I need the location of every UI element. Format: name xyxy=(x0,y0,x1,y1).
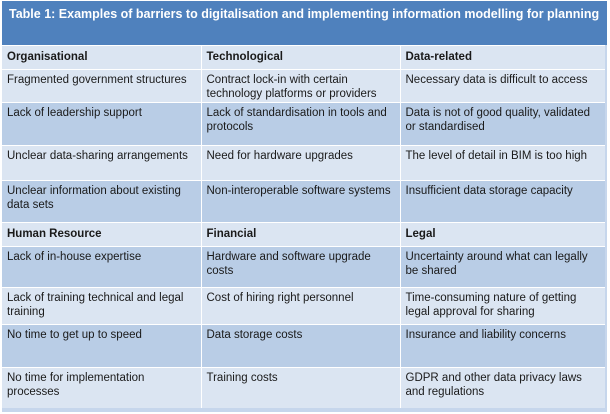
header-cell: Legal xyxy=(400,222,605,247)
table-cell: Unclear data-sharing arrangements xyxy=(2,145,202,181)
table-cell: Uncertainty around what can legally be s… xyxy=(400,246,605,288)
table-cell: Lack of in-house expertise xyxy=(2,246,202,288)
table-cell: GDPR and other data privacy laws and reg… xyxy=(400,367,605,408)
header-cell: Technological xyxy=(201,45,401,70)
header-cell: Financial xyxy=(201,222,401,247)
table-cell: Lack of leadership support xyxy=(2,102,202,146)
table-cell: Non-interoperable software systems xyxy=(201,180,401,223)
table-cell: Insufficient data storage capacity xyxy=(400,180,605,223)
table-cell: Need for hardware upgrades xyxy=(201,145,401,181)
section-header-row: Human Resource Financial Legal xyxy=(2,222,605,247)
table-row: No time for implementation processes Tra… xyxy=(2,367,605,408)
table-cell: Time-consuming nature of getting legal a… xyxy=(400,287,605,325)
table-cell: Lack of standardisation in tools and pro… xyxy=(201,102,401,146)
table-row: Fragmented government structures Contrac… xyxy=(2,69,605,103)
table-cell: Data is not of good quality, validated o… xyxy=(400,102,605,146)
table-row: Unclear data-sharing arrangements Need f… xyxy=(2,145,605,181)
table-row: Lack of in-house expertise Hardware and … xyxy=(2,246,605,288)
table-cell: Unclear information about existing data … xyxy=(2,180,202,223)
table-cell: Contract lock-in with certain technology… xyxy=(201,69,401,103)
table-cell: Necessary data is difficult to access xyxy=(400,69,605,103)
header-cell: Human Resource xyxy=(2,222,202,247)
barriers-table: Organisational Technological Data-relate… xyxy=(2,45,605,408)
table-cell: Data storage costs xyxy=(201,324,401,368)
table-row: Lack of leadership support Lack of stand… xyxy=(2,102,605,146)
table-row: No time to get up to speed Data storage … xyxy=(2,324,605,368)
header-cell: Organisational xyxy=(2,45,202,70)
table-cell: Fragmented government structures xyxy=(2,69,202,103)
table-cell: The level of detail in BIM is too high xyxy=(400,145,605,181)
table-title: Table 1: Examples of barriers to digital… xyxy=(2,1,607,45)
table-cell: No time for implementation processes xyxy=(2,367,202,408)
header-cell: Data-related xyxy=(400,45,605,70)
table-cell: Training costs xyxy=(201,367,401,408)
section-header-row: Organisational Technological Data-relate… xyxy=(2,45,605,70)
table-cell: Hardware and software upgrade costs xyxy=(201,246,401,288)
table-row: Unclear information about existing data … xyxy=(2,180,605,223)
table-cell: Lack of training technical and legal tra… xyxy=(2,287,202,325)
table-cell: Cost of hiring right personnel xyxy=(201,287,401,325)
table-cell: No time to get up to speed xyxy=(2,324,202,368)
table-cell: Insurance and liability concerns xyxy=(400,324,605,368)
table-row: Lack of training technical and legal tra… xyxy=(2,287,605,325)
